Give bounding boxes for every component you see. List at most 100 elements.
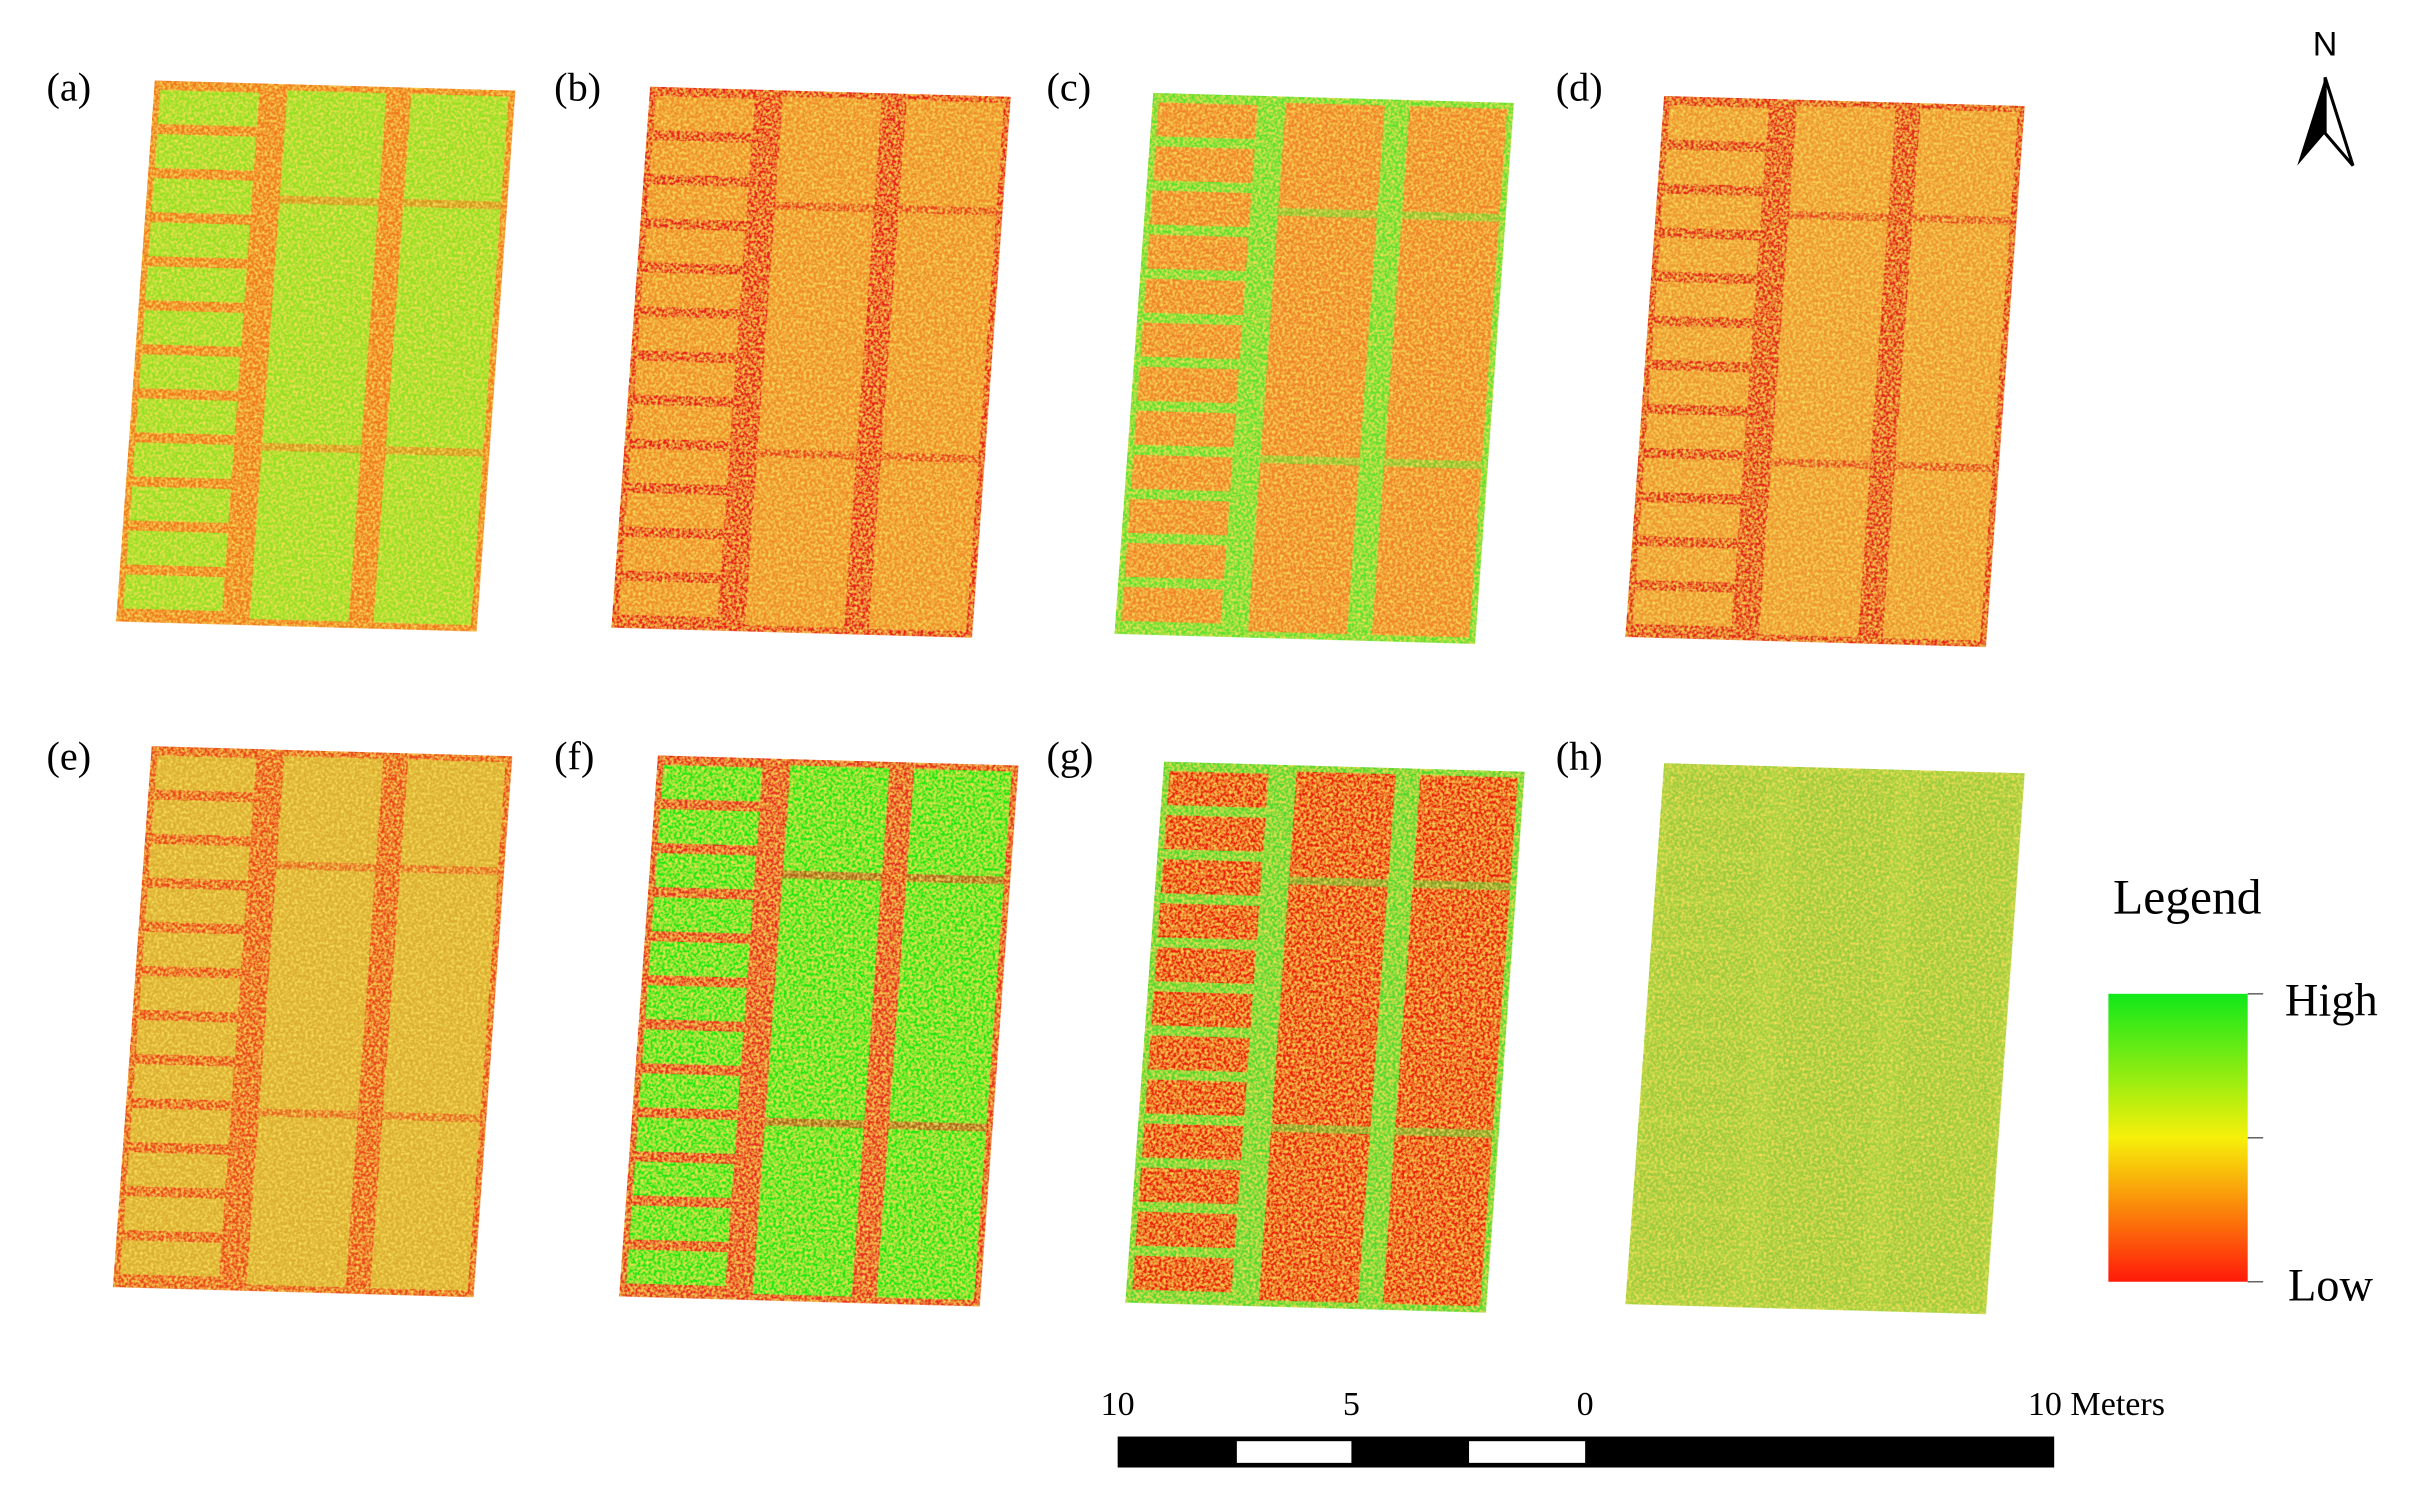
plot-column [1882,776,2019,1308]
field-gap [756,448,979,463]
plot-block [660,764,763,802]
plot-block [1632,1257,1734,1294]
plot-block [635,1117,738,1155]
plot-block [618,580,720,618]
plot-block [1148,1035,1250,1073]
map-panel [1125,761,1525,1313]
panel-label: (g) [1046,733,1093,778]
plot-block [1145,1079,1247,1117]
panel-label: (e) [46,733,91,778]
plot-block [148,843,250,881]
plot-block [637,316,739,354]
plot-column [370,759,506,1291]
plot-block [624,492,727,530]
plot-block [1138,1167,1241,1205]
field-gap [279,195,502,210]
map-panel [1625,763,2025,1315]
plot-column [744,96,882,628]
plot-block [1157,903,1260,940]
plot-block [1153,146,1255,184]
scale-label: 0 [1577,1386,1594,1423]
plot-block [1127,498,1230,536]
plot-block [1146,234,1249,272]
plot-block [1135,1211,1238,1249]
plot-column [752,765,890,1297]
field-gap [782,870,1005,885]
plot-block [627,448,730,486]
plot-column [1248,102,1385,635]
plot-block [142,931,244,969]
plot-column [1258,771,1396,1303]
plot-block [148,222,250,259]
legend: Legend High Low [2108,869,2378,1311]
plot-block [126,1152,228,1189]
panel-label: (a) [46,65,91,110]
plot-block [1641,457,1744,495]
plot-block [132,442,235,480]
plot-block [1131,454,1233,492]
plot-block [1132,1255,1234,1293]
plot-block [1657,237,1760,275]
plot-block [1651,325,1753,363]
plot-block [1150,190,1252,228]
plot-block [126,530,228,568]
field-gap [1770,458,1993,473]
plot-block [1657,904,1760,942]
plot-block [631,404,733,442]
map-panel [116,80,516,632]
north-label: N [2313,26,2338,64]
panel-label: (c) [1046,65,1091,110]
plot-column [1758,105,1896,638]
plot-block [123,1196,225,1233]
plot-block [1667,772,1769,810]
plot-block [638,1073,741,1110]
plot-block [1660,860,1763,898]
legend-colorbar [2108,993,2248,1282]
figure-body: N Legend High Low 10 5 0 10 Meters (a) (b… [46,26,2378,1468]
plot-block [626,1249,728,1287]
plot-column [373,93,509,626]
plot-block [139,975,241,1013]
plot-column [1371,106,1508,638]
north-arrow: N [2297,26,2355,167]
plot-block [129,486,231,524]
plot-block [129,1107,232,1145]
plot-block [1641,1124,1744,1162]
plot-block [1664,816,1766,854]
field-gap [1288,876,1511,891]
plot-block [120,1240,222,1277]
field-gap [261,442,484,457]
plot-block [1167,771,1269,808]
legend-low: Low [2288,1260,2374,1311]
plot-block [1645,413,1747,451]
plot-block [157,89,260,127]
plot-column [1382,774,1519,1307]
plot-block [135,1019,238,1057]
plot-block [646,184,749,221]
plot-block [1141,1123,1244,1161]
plot-column [868,100,1005,632]
plot-block [145,266,247,303]
plot-block [1667,105,1769,143]
plot-block [1137,366,1239,404]
plot-block [1121,586,1224,624]
plot-block [1648,369,1750,407]
plot-column [876,768,1012,1301]
plot-block [145,887,247,925]
scale-label: 10 [1101,1386,1135,1423]
field-gap [1260,455,1482,470]
plot-block [632,1161,735,1199]
legend-high: High [2285,975,2378,1026]
plot-block [1134,410,1236,448]
plot-block [142,310,244,347]
plot-block [154,133,257,171]
map-panel [1625,95,2025,647]
plot-block [650,140,752,177]
field-gap [774,201,997,216]
panel-label: (b) [554,65,601,110]
field-gap [276,861,499,876]
plot-block [621,536,724,574]
scale-bar: 10 5 0 10 Meters [1101,1386,2165,1468]
plot-block [1635,545,1738,583]
